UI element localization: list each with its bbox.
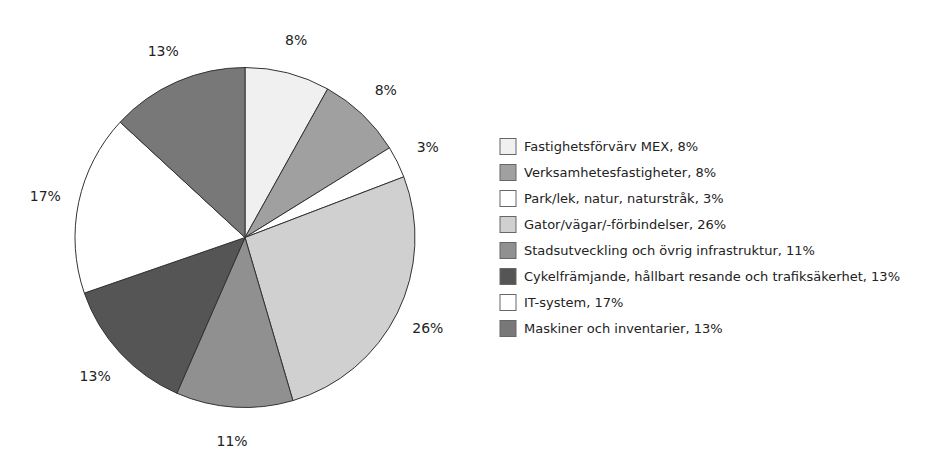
legend-swatch [500,321,516,337]
chart-container: 8% 8% 3% 26% 11% 13% 17% 13% Fastighetsförvärv M… [0,0,939,475]
legend-label: Fastighetsförvärv MEX, 8% [524,139,698,154]
legend-label: Stadsutveckling och övrig infrastruktur,… [524,243,815,258]
data-label: 17% [30,188,61,204]
legend-swatch [500,295,516,311]
data-label: 3% [417,139,439,155]
pie-slice [120,68,245,238]
data-label: 13% [148,43,179,59]
chart: 8% 8% 3% 26% 11% 13% 17% 13% Fastighetsförvärv M… [0,0,939,475]
pie [75,68,415,408]
data-label: 8% [375,82,397,98]
legend-label: Gator/vägar/-förbindelser, 26% [524,217,726,232]
legend-label: IT-system, 17% [524,295,623,310]
legend-swatch [500,269,516,285]
data-labels: 8% 8% 3% 26% 11% 13% 17% 13% [30,32,444,449]
data-label: 26% [412,320,443,336]
data-label: 8% [285,32,307,48]
legend-label: Maskiner och inventarier, 13% [524,321,723,336]
legend-swatch [500,243,516,259]
legend-swatch [500,217,516,233]
legend-swatch [500,191,516,207]
legend-label: Cykelfrämjande, hållbart resande och tra… [524,269,900,284]
data-label: 11% [216,433,247,449]
data-label: 13% [80,368,111,384]
legend-swatch [500,165,516,181]
legend-label: Park/lek, natur, naturstråk, 3% [524,191,724,206]
legend-swatch [500,139,516,155]
legend: Fastighetsförvärv MEX, 8% Verksamhetesfas… [500,139,900,337]
legend-label: Verksamhetesfastigheter, 8% [524,165,716,180]
